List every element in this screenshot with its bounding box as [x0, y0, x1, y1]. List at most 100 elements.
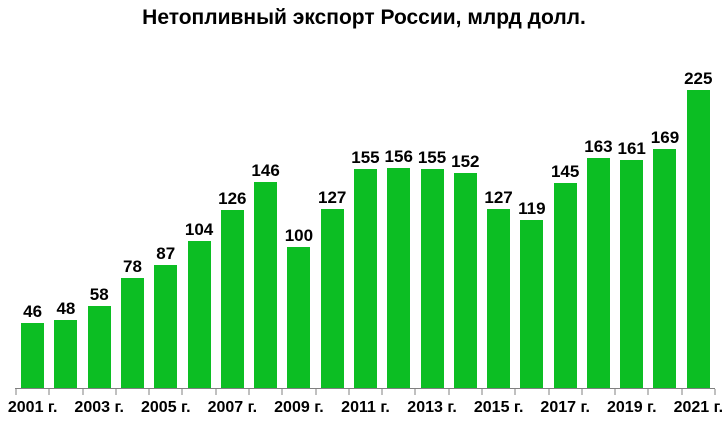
bar — [653, 149, 677, 388]
bar — [586, 157, 610, 388]
bar-value-label: 155 — [417, 147, 447, 167]
bar-column-2016: 119 — [515, 70, 548, 388]
x-axis-label: 2013 г. — [407, 399, 457, 416]
x-axis-label: 2019 г. — [607, 399, 657, 416]
x-axis-label: 2009 г. — [274, 399, 324, 416]
bar-column-2007: 126 — [216, 70, 249, 388]
bar — [21, 323, 45, 388]
x-axis-label: 2001 г. — [7, 399, 58, 416]
bar-value-label: 225 — [684, 69, 713, 88]
x-axis-tick — [148, 389, 150, 395]
bar-value-label: 78 — [123, 256, 142, 276]
bar-column-2018: 163 — [582, 70, 615, 388]
bar — [387, 167, 411, 388]
bar-value-label: 48 — [56, 299, 76, 319]
bar — [187, 241, 211, 388]
bar — [254, 181, 278, 388]
bars-container: 46 48 58 78 87 104 126 146 100 127 155 156 155 152 127… — [16, 70, 715, 388]
bar-column-2006: 104 — [182, 70, 215, 388]
bar-value-label: 155 — [351, 147, 380, 167]
bar-value-label: 46 — [23, 302, 43, 321]
x-axis-tick — [315, 389, 317, 395]
x-axis-tick — [348, 389, 350, 395]
bar-value-label: 169 — [650, 128, 680, 148]
chart-title: Нетопливный экспорт России, млрд долл. — [142, 6, 586, 29]
bar-column-2013: 155 — [415, 70, 448, 388]
bar-column-2001: 46 — [16, 70, 49, 388]
bar — [620, 160, 644, 388]
bar-value-label: 127 — [484, 187, 513, 207]
x-axis-tick — [647, 389, 649, 395]
bar — [553, 183, 577, 388]
x-axis-label: 2003 г. — [74, 399, 124, 416]
x-axis-tick — [15, 389, 17, 395]
x-axis-tick — [248, 389, 250, 395]
bar-value-label: 119 — [518, 198, 546, 218]
x-axis-tick — [48, 389, 50, 395]
bar-value-label: 161 — [617, 139, 646, 159]
bar-value-label: 152 — [451, 152, 480, 172]
x-axis-label: 2005 г. — [141, 399, 191, 416]
bar-column-2002: 48 — [49, 70, 82, 388]
bar-column-2004: 78 — [116, 70, 149, 388]
x-axis-tick — [414, 389, 416, 395]
x-axis-tick — [181, 389, 183, 395]
bar-column-2011: 155 — [349, 70, 382, 388]
x-axis-tick — [448, 389, 450, 395]
bar-value-label: 100 — [284, 225, 314, 245]
bar-column-2003: 58 — [83, 70, 116, 388]
x-axis-label: 2011 г. — [341, 399, 390, 416]
bar-column-2005: 87 — [149, 70, 182, 388]
bar — [54, 320, 78, 388]
bar-column-2012: 156 — [382, 70, 415, 388]
x-axis-tick — [381, 389, 383, 395]
x-axis-ticks — [15, 389, 716, 395]
bar-column-2015: 127 — [482, 70, 515, 388]
bar — [420, 168, 444, 388]
bar-value-label: 58 — [89, 285, 109, 305]
x-axis-labels: 2001 г. 2003 г. 2005 г. 2007 г. 2009 г. 2011 … — [8, 399, 723, 419]
x-axis-tick — [514, 389, 516, 395]
bar — [453, 173, 477, 388]
x-axis-tick — [681, 389, 683, 395]
bar-column-2010: 127 — [316, 70, 349, 388]
x-axis-tick — [581, 389, 583, 395]
bar — [353, 168, 377, 388]
x-axis-tick — [82, 389, 84, 395]
x-axis-label: 2021 г. — [673, 399, 724, 416]
bar — [287, 246, 311, 388]
bar-value-label: 163 — [584, 136, 613, 156]
bar-value-label: 156 — [384, 146, 413, 166]
bar-column-2021: 225 — [682, 70, 715, 388]
bar-value-label: 145 — [550, 162, 580, 182]
x-axis-line — [15, 388, 715, 389]
x-axis-tick — [215, 389, 217, 395]
bar — [154, 265, 178, 388]
bar — [686, 90, 710, 388]
bar-column-2014: 152 — [449, 70, 482, 388]
bar — [87, 306, 111, 388]
x-axis-tick — [714, 389, 716, 395]
bar — [120, 277, 144, 388]
x-axis-tick — [281, 389, 283, 395]
bar-value-label: 87 — [156, 244, 176, 264]
bar-column-2009: 100 — [282, 70, 315, 388]
x-axis-tick — [548, 389, 550, 395]
x-axis-tick — [614, 389, 616, 395]
bar-column-2008: 146 — [249, 70, 282, 388]
bar-value-label: 146 — [251, 160, 280, 180]
bar-column-2020: 169 — [648, 70, 681, 388]
bar — [487, 208, 511, 388]
bar-column-2017: 145 — [549, 70, 582, 388]
bar-value-label: 104 — [184, 220, 214, 240]
x-axis-tick — [481, 389, 483, 395]
bar — [520, 219, 544, 388]
x-axis-label: 2015 г. — [473, 399, 524, 416]
bar — [320, 208, 344, 388]
x-axis-label: 2007 г. — [207, 399, 258, 416]
bar-value-label: 127 — [317, 187, 347, 207]
bar — [220, 209, 244, 388]
x-axis-label: 2017 г. — [540, 399, 590, 416]
x-axis-tick — [115, 389, 117, 395]
